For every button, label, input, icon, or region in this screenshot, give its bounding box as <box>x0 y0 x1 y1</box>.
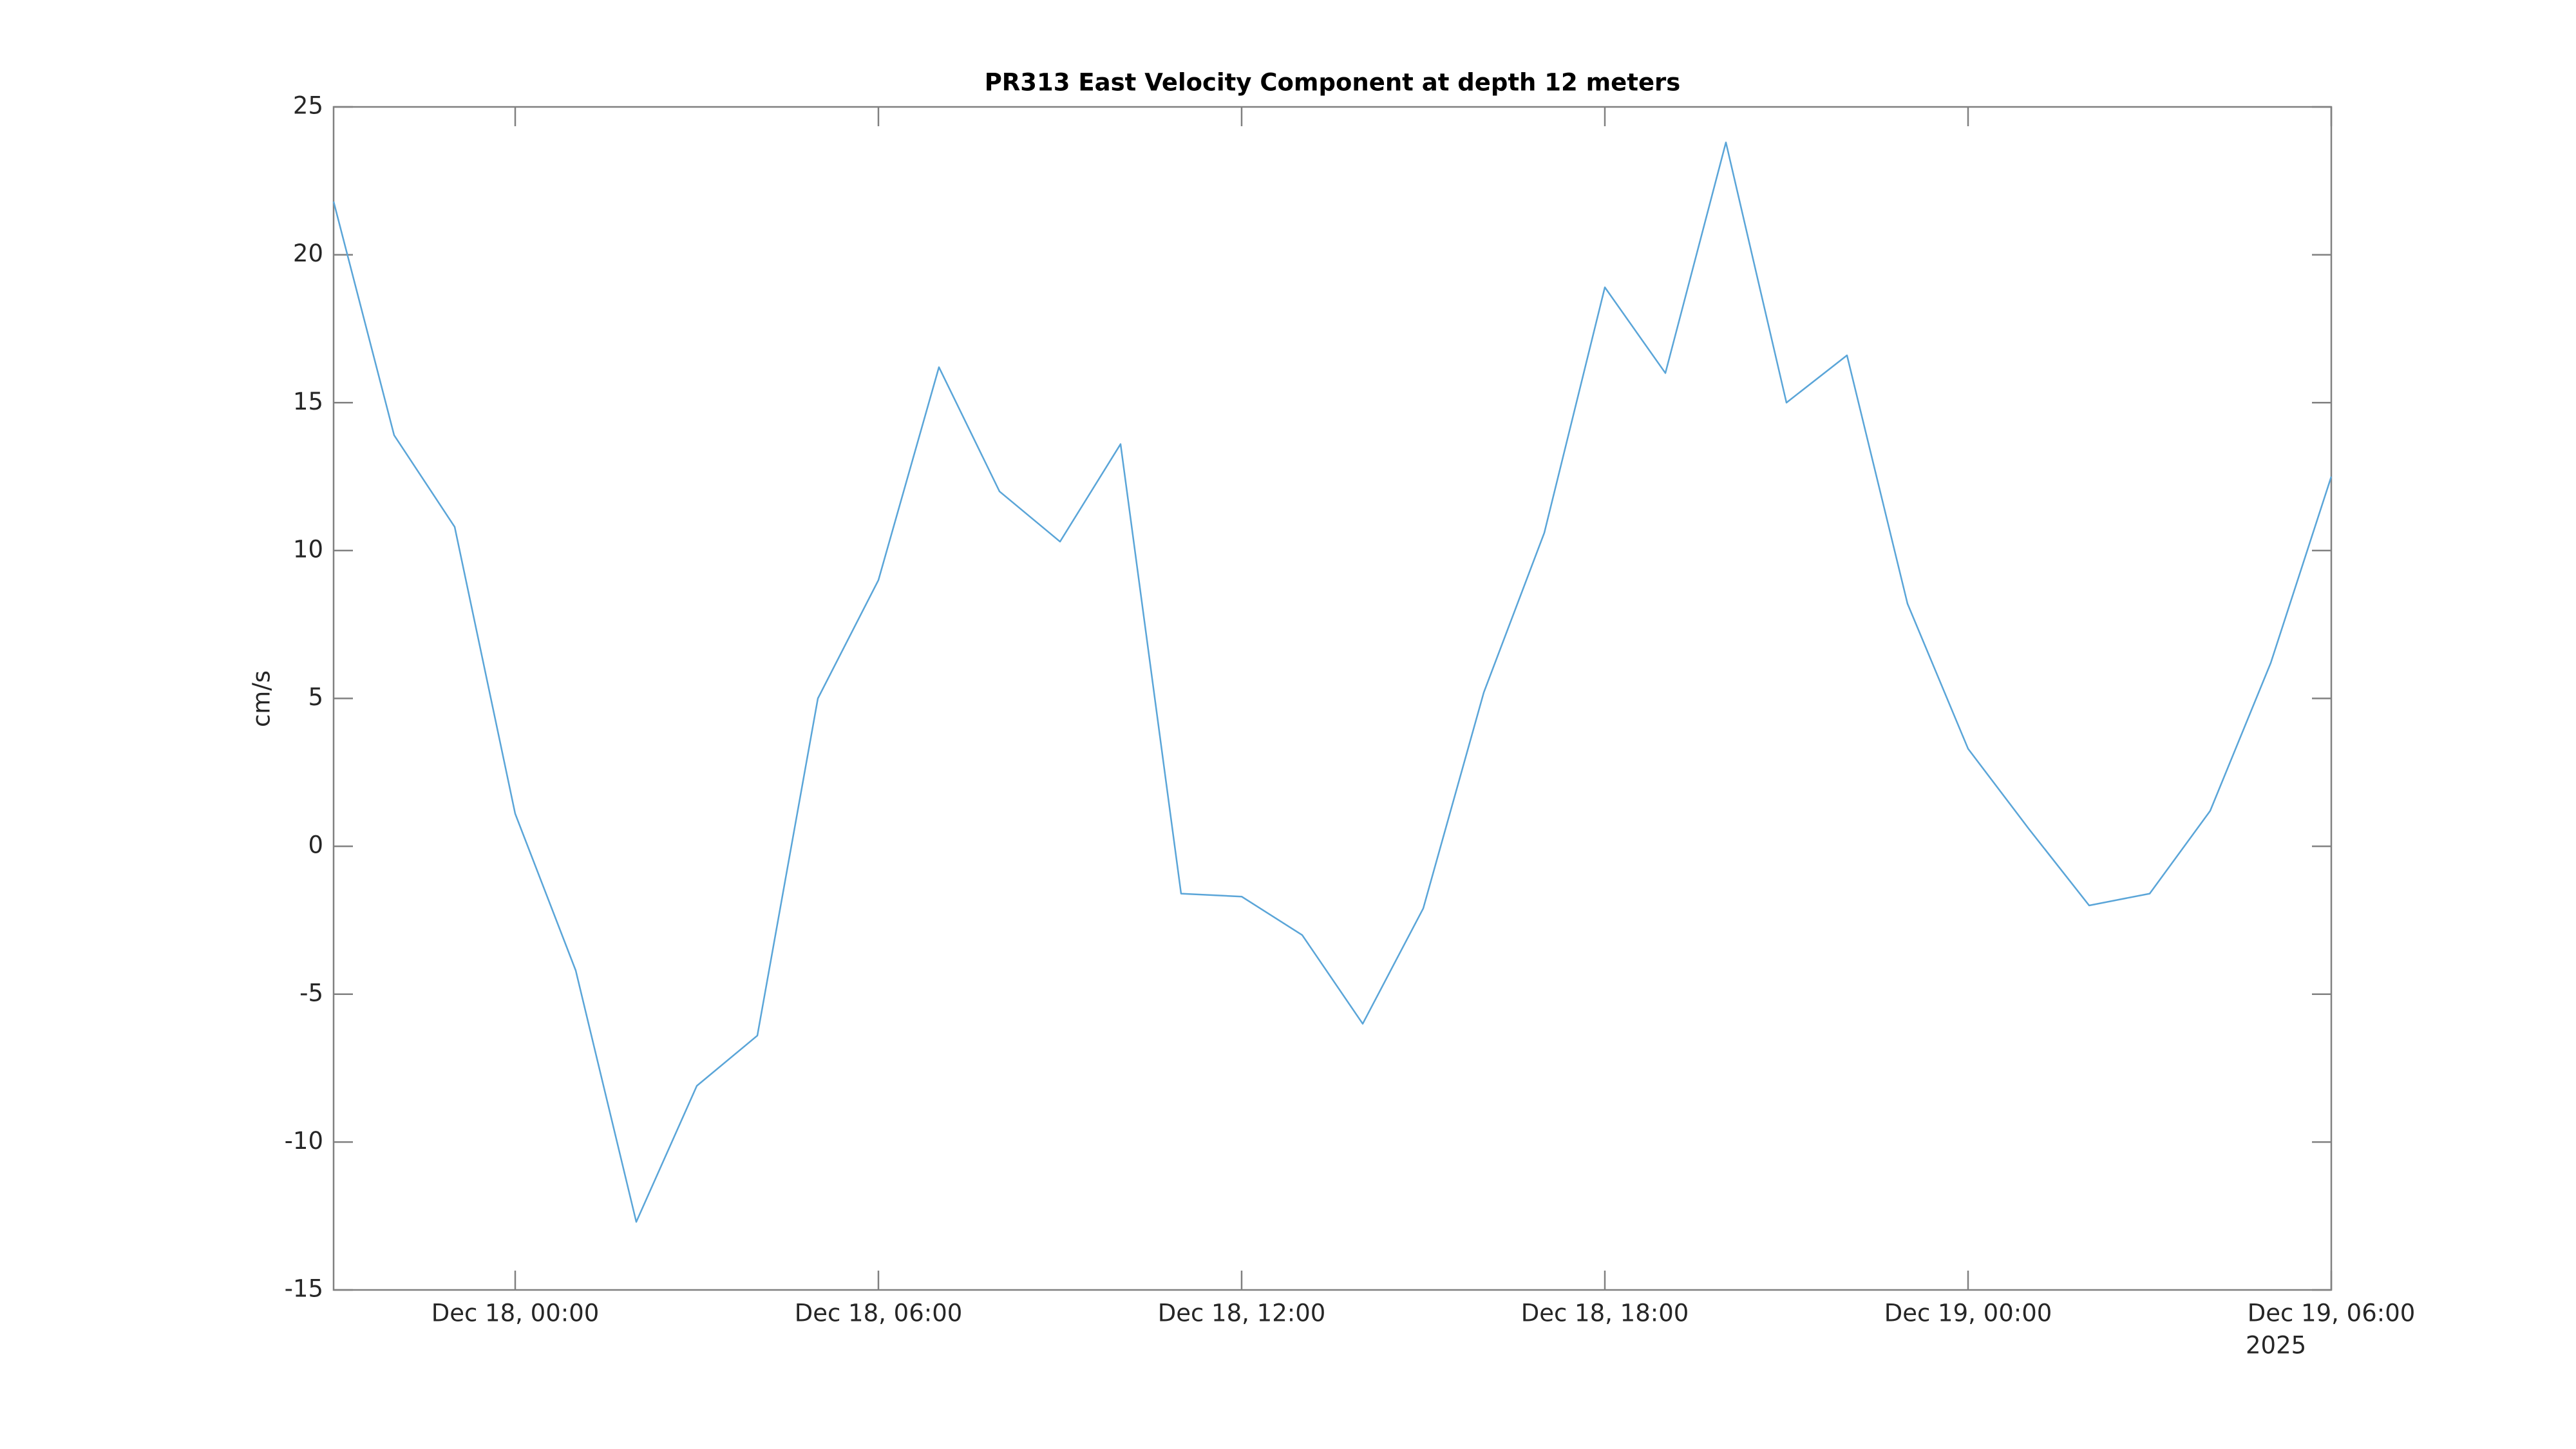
data-line <box>332 141 2333 1223</box>
y-tick-label: -15 <box>285 1275 323 1303</box>
x-axis-year: 2025 <box>2246 1332 2306 1359</box>
x-tick-label: Dec 18, 06:00 <box>795 1300 963 1327</box>
y-tick-label: 10 <box>293 535 323 563</box>
y-tick-label: 20 <box>293 240 323 267</box>
y-axis-label: cm/s <box>248 670 276 727</box>
y-tick-label: -10 <box>285 1127 323 1155</box>
y-tick-label: 15 <box>293 388 323 415</box>
y-tick-label: 5 <box>308 683 323 711</box>
y-tick-label: 0 <box>308 831 323 859</box>
x-tick-label: Dec 18, 00:00 <box>431 1300 600 1327</box>
x-tick-label: Dec 18, 12:00 <box>1158 1300 1326 1327</box>
x-tick-label: Dec 19, 06:00 <box>2248 1300 2416 1327</box>
y-tick-label: -5 <box>299 979 323 1007</box>
x-tick-label: Dec 18, 18:00 <box>1521 1300 1689 1327</box>
chart-title: PR313 East Velocity Component at depth 1… <box>985 69 1681 97</box>
x-tick-label: Dec 19, 00:00 <box>1884 1300 2052 1327</box>
y-tick-label: 25 <box>293 92 323 120</box>
